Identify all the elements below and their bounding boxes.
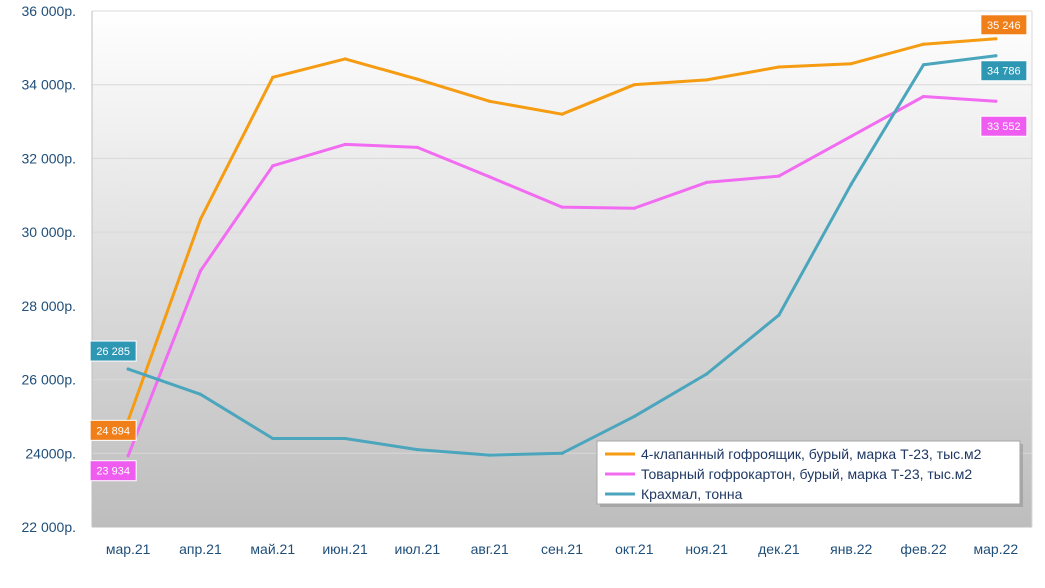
data-point [777, 65, 781, 69]
y-tick-label: 30 000р. [22, 224, 77, 240]
x-tick-label: июл.21 [395, 541, 441, 557]
x-tick-label: мар.22 [974, 541, 1019, 557]
data-point [705, 78, 709, 82]
data-point [198, 217, 203, 221]
data-label-box [89, 419, 137, 441]
x-tick-label: дек.21 [758, 541, 800, 557]
data-point [271, 75, 275, 79]
data-label: 34 786 [980, 60, 1028, 82]
data-label-text: 23 934 [96, 466, 130, 478]
data-point [994, 54, 998, 58]
data-point [560, 451, 564, 455]
data-label-box [980, 60, 1028, 82]
data-label: 26 285 [89, 340, 137, 362]
data-point [415, 448, 419, 452]
legend: 4-клапанный гофроящик, бурый, марка Т-23… [596, 440, 1023, 507]
data-point [126, 454, 130, 458]
legend-entry: Крахмал, тонна [641, 486, 743, 502]
y-tick-label: 26 000р. [22, 372, 77, 388]
data-point [705, 372, 709, 376]
data-label: 35 246 [980, 14, 1028, 36]
data-label: 24 894 [89, 419, 137, 441]
legend-entry: 4-клапанный гофроящик, бурый, марка Т-23… [641, 446, 982, 462]
data-point [488, 175, 492, 179]
data-point [198, 269, 203, 273]
series-lines [126, 37, 998, 458]
data-point [705, 180, 709, 184]
data-point [632, 206, 636, 210]
y-axis: 22 000р. 24000р. 26 000р. 28 000р. 30 000р. 3… [22, 3, 1033, 535]
data-point [777, 174, 781, 178]
data-point [560, 112, 564, 116]
data-point [777, 313, 781, 317]
x-tick-label: янв.22 [830, 541, 872, 557]
y-tick-label: 24000р. [25, 445, 76, 461]
data-point [415, 145, 419, 149]
data-point [632, 83, 636, 87]
data-point [849, 182, 853, 186]
y-tick-label: 28 000р. [22, 298, 77, 314]
data-point [921, 94, 926, 99]
x-tick-label: июн.21 [322, 541, 368, 557]
x-axis: мар.21 апр.21 май.21 июн.21 июл.21 авг.21 сен.… [106, 541, 1019, 557]
x-tick-label: апр.21 [179, 541, 222, 557]
y-tick-label: 32 000р. [22, 150, 77, 166]
x-tick-label: май.21 [250, 541, 295, 557]
data-label: 33 552 [980, 115, 1028, 137]
data-point [921, 42, 926, 46]
data-label-text: 26 285 [96, 346, 130, 358]
data-point [994, 37, 998, 41]
data-point [849, 134, 853, 138]
data-point [488, 453, 492, 457]
data-point [126, 367, 130, 371]
data-point [343, 142, 347, 147]
data-label-box [89, 460, 137, 482]
x-tick-label: сен.21 [541, 541, 583, 557]
y-tick-label: 34 000р. [22, 77, 77, 93]
x-tick-label: мар.21 [106, 541, 151, 557]
data-point [488, 99, 492, 103]
data-point [415, 77, 419, 81]
data-point [560, 205, 564, 209]
data-label-box [980, 115, 1028, 137]
y-tick-label: 36 000р. [22, 3, 77, 19]
data-point [271, 436, 275, 441]
data-point [271, 164, 275, 168]
x-tick-label: авг.21 [471, 541, 509, 557]
data-label-box [89, 340, 137, 362]
data-labels: 24 894 35 246 23 934 33 552 26 285 34 786 [89, 14, 1028, 482]
legend-entry: Товарный гофрокартон, бурый, марка Т-23,… [641, 466, 972, 482]
x-tick-label: ноя.21 [685, 541, 728, 557]
data-label-text: 35 246 [987, 20, 1021, 32]
data-point [343, 436, 347, 441]
legend-box [596, 440, 1021, 505]
data-point [343, 57, 347, 61]
data-point [994, 99, 998, 103]
data-point [849, 62, 853, 66]
data-label: 23 934 [89, 460, 137, 482]
data-label-box [980, 14, 1028, 36]
data-label-text: 24 894 [96, 425, 130, 437]
data-point [632, 414, 636, 419]
data-label-text: 33 552 [987, 121, 1021, 133]
data-label-text: 34 786 [987, 66, 1021, 78]
x-tick-label: окт.21 [615, 541, 654, 557]
x-tick-label: фев.22 [900, 541, 946, 557]
y-tick-label: 22 000р. [22, 519, 77, 535]
data-point [921, 63, 926, 67]
data-point [198, 392, 203, 396]
